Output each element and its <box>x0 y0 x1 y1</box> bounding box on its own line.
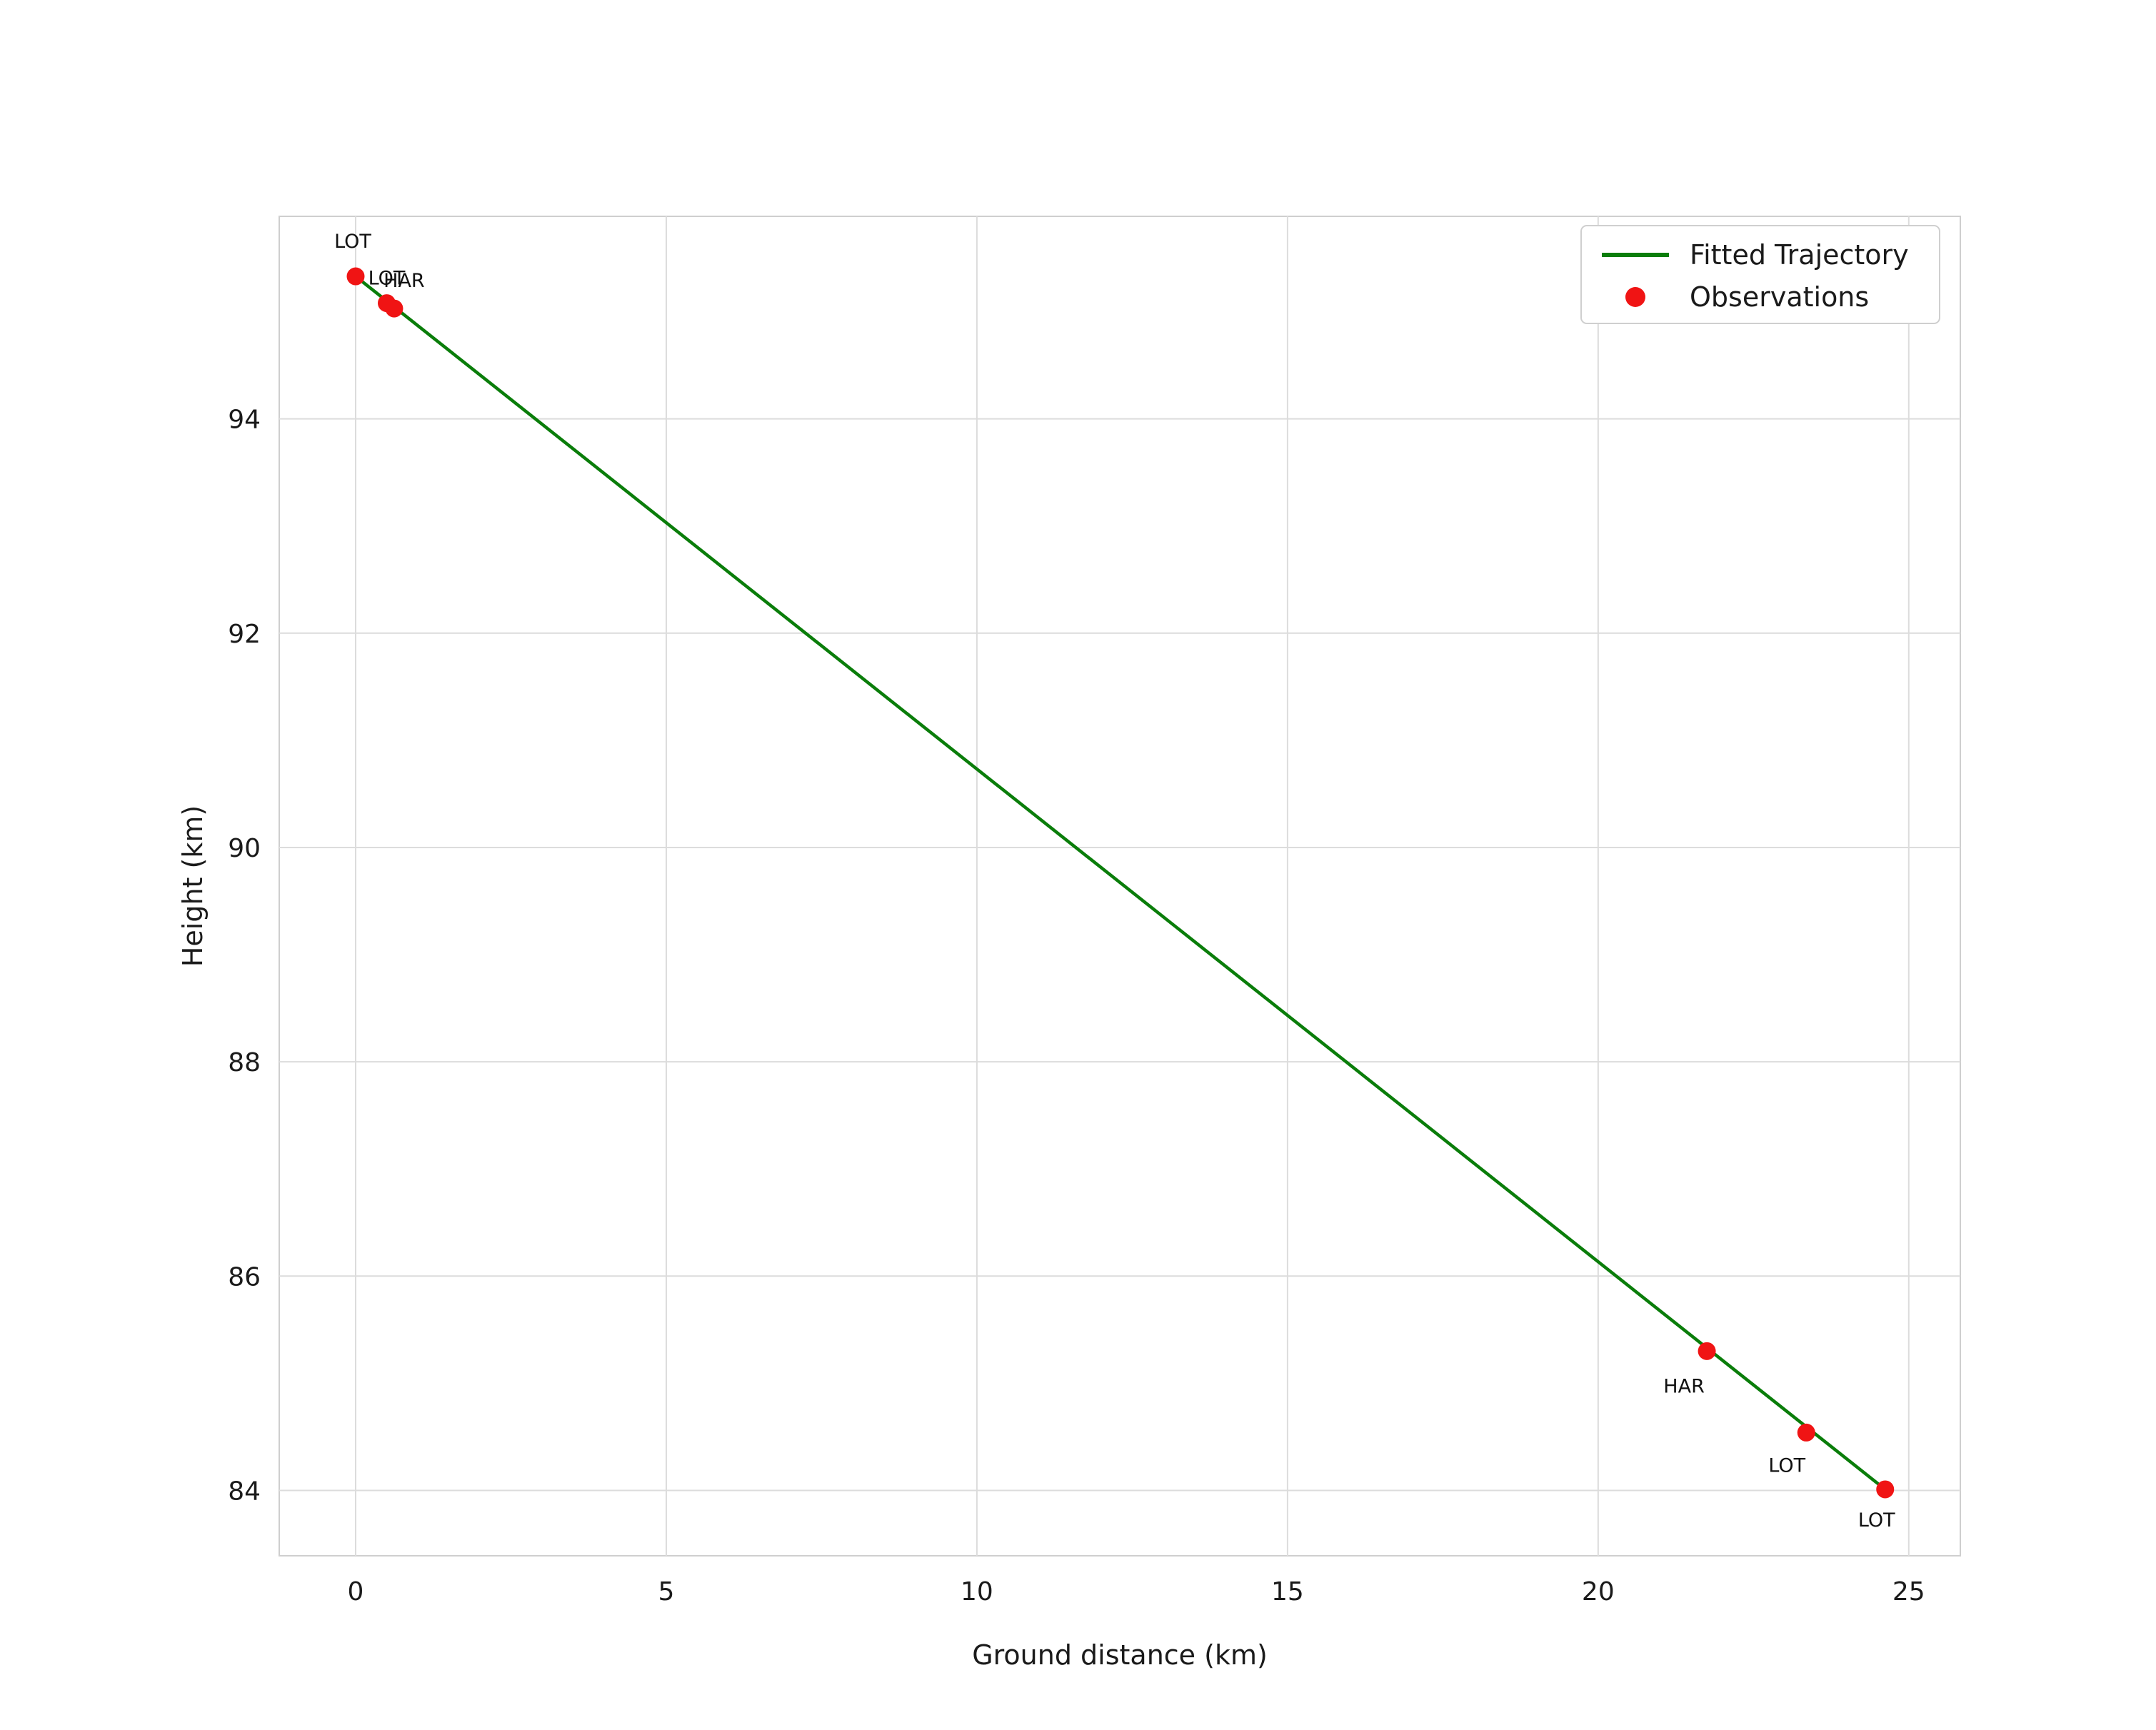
legend-box <box>1580 225 1940 324</box>
observation-label: LOT <box>1768 1454 1805 1477</box>
fitted-trajectory-line <box>354 274 1887 1492</box>
observation-label: LOT <box>334 231 371 253</box>
y-tick-label: 92 <box>228 620 261 649</box>
y-tick-label: 94 <box>228 406 261 435</box>
legend-marker-sample <box>1625 287 1645 307</box>
x-tick-label: 5 <box>658 1577 675 1606</box>
x-axis-label: Ground distance (km) <box>972 1639 1268 1671</box>
x-tick-label: 10 <box>961 1577 993 1606</box>
x-tick-label: 15 <box>1271 1577 1304 1606</box>
series-layer <box>346 267 1895 1499</box>
y-axis-label: Height (km) <box>177 805 209 967</box>
legend: Fitted Trajectory Observations <box>1580 225 1940 324</box>
tick-layer: 0 5 10 15 20 25 84 86 88 90 92 94 <box>228 406 1925 1606</box>
observation-label: LOT <box>368 268 406 290</box>
observation-label: HAR <box>1663 1375 1705 1397</box>
observation-point <box>1876 1480 1895 1499</box>
x-tick-label: 20 <box>1582 1577 1615 1606</box>
observation-point <box>346 267 365 286</box>
x-tick-label: 0 <box>348 1577 364 1606</box>
observation-label: HAR <box>383 270 425 292</box>
observation-point <box>385 299 403 318</box>
x-tick-label: 25 <box>1892 1577 1925 1606</box>
observation-point <box>1797 1423 1815 1442</box>
observation-label: LOT <box>1858 1509 1895 1532</box>
observation-point <box>1698 1342 1716 1360</box>
y-tick-label: 84 <box>228 1477 261 1506</box>
y-tick-label: 90 <box>228 834 261 863</box>
y-tick-label: 86 <box>228 1262 261 1292</box>
legend-label-trajectory: Fitted Trajectory <box>1690 239 1909 271</box>
y-tick-label: 88 <box>228 1048 261 1077</box>
legend-label-observations: Observations <box>1690 281 1869 313</box>
